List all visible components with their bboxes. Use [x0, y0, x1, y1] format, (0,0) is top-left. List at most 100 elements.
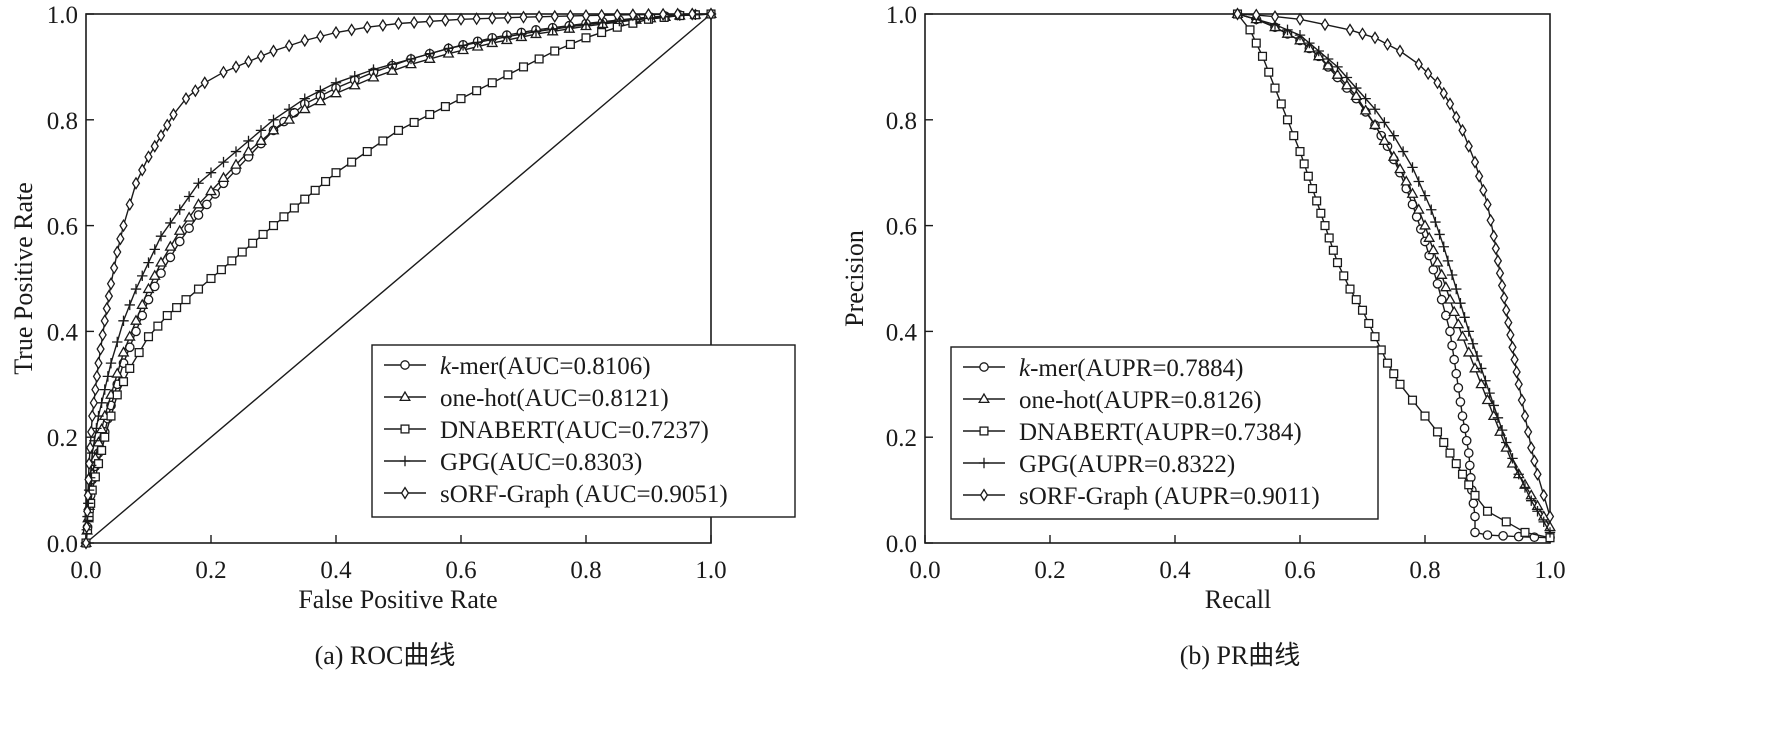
roc-data-point — [93, 459, 104, 469]
pr-data-point — [1433, 76, 1442, 90]
roc-data-point — [165, 252, 176, 263]
pr-data-point — [1295, 12, 1305, 26]
pr-legend-swatch-marker — [978, 392, 990, 404]
roc-data-point — [88, 409, 97, 423]
pr-data-point — [1451, 283, 1462, 295]
pr-data-point — [1491, 241, 1501, 256]
pr-data-point — [1369, 104, 1381, 115]
pr-data-point — [1459, 312, 1470, 323]
roc-data-point — [92, 369, 102, 383]
pr-data-point — [1506, 328, 1515, 342]
pr-x-axis-title: Recall — [1205, 585, 1271, 614]
pr-data-point — [1468, 498, 1479, 509]
pr-y-tick-label: 0.8 — [886, 108, 917, 135]
roc-data-point — [137, 270, 148, 282]
pr-legend-label: one-hot(AUPR=0.8126) — [1019, 387, 1262, 414]
pr-data-point — [1397, 146, 1409, 157]
pr-data-point — [1388, 130, 1399, 141]
roc-data-point — [84, 472, 93, 487]
roc-data-point — [117, 346, 130, 357]
roc-legend-swatch-marker — [400, 360, 410, 370]
roc-data-point — [279, 212, 289, 222]
roc-data-point — [193, 284, 204, 294]
roc-data-point — [205, 184, 217, 196]
pr-data-point — [1383, 37, 1392, 52]
roc-data-point — [387, 59, 398, 70]
pr-data-point — [1345, 23, 1355, 37]
pr-data-point — [1519, 482, 1531, 493]
pr-data-point — [1457, 469, 1468, 479]
roc-data-point — [564, 21, 575, 33]
roc-data-point — [169, 107, 178, 122]
roc-data-point — [174, 236, 185, 247]
roc-data-point — [550, 46, 560, 56]
pr-data-point — [1307, 184, 1318, 194]
pr-data-point — [1436, 294, 1447, 305]
roc-y-tick-label: 0.0 — [47, 531, 78, 558]
pr-data-point — [1451, 368, 1462, 379]
pr-data-point — [1510, 352, 1519, 367]
roc-series-square — [81, 9, 716, 548]
roc-data-point — [155, 256, 167, 267]
roc-legend: k-mer(AUC=0.8106) one-hot(AUC=0.8121) DNAB… — [371, 344, 796, 518]
pr-data-point — [1303, 171, 1313, 181]
roc-y-axis-title: True Positive Rate — [9, 182, 38, 375]
roc-data-point — [193, 178, 204, 189]
roc-data-point — [116, 232, 125, 246]
pr-data-point — [1370, 332, 1380, 342]
pr-data-point — [1432, 427, 1443, 437]
pr-data-point — [1448, 305, 1461, 317]
roc-data-point — [94, 356, 103, 370]
pr-data-point — [1430, 216, 1441, 228]
roc-data-point — [518, 62, 529, 72]
roc-data-point — [153, 321, 163, 331]
roc-data-point — [283, 104, 295, 115]
pr-data-point — [1357, 305, 1368, 315]
pr-caption: (b) PR曲线 — [1180, 641, 1301, 670]
pr-data-point — [1359, 104, 1372, 115]
roc-data-point — [131, 176, 141, 190]
pr-data-point — [1496, 424, 1508, 436]
roc-data-point — [581, 8, 591, 23]
pr-x-tick-label: 0.0 — [909, 557, 940, 584]
roc-data-point — [113, 245, 122, 259]
pr-data-point — [1304, 37, 1315, 49]
pr-data-point — [1449, 354, 1460, 365]
roc-legend-swatch-marker — [400, 486, 410, 500]
pr-data-point — [1445, 97, 1455, 111]
roc-data-point — [628, 8, 638, 22]
pr-x-tick-label: 0.6 — [1284, 557, 1315, 584]
pr-data-point — [1471, 350, 1483, 362]
pr-data-point — [1451, 459, 1461, 469]
roc-chance-diagonal — [85, 13, 712, 544]
roc-data-point — [205, 167, 217, 178]
roc-data-point — [118, 315, 129, 327]
pr-data-point — [1400, 175, 1413, 186]
roc-data-point — [488, 11, 497, 25]
pr-data-point — [1446, 269, 1458, 281]
roc-data-point — [688, 7, 697, 21]
roc-data-point — [237, 247, 247, 257]
roc-data-point — [181, 295, 191, 305]
pr-data-point — [1447, 340, 1457, 351]
pr-data-point — [1423, 66, 1433, 81]
pr-data-point — [1382, 358, 1393, 368]
pr-data-point — [1313, 45, 1324, 57]
pr-data-point — [1483, 197, 1492, 212]
roc-data-point — [100, 432, 110, 442]
pr-y-tick-label: 0.4 — [886, 319, 918, 346]
pr-data-point — [1413, 176, 1424, 187]
pr-data-point — [1270, 10, 1280, 24]
pr-data-point — [1442, 255, 1454, 267]
pr-data-point — [1320, 17, 1330, 32]
pr-data-point — [1407, 162, 1418, 173]
roc-data-point — [283, 113, 296, 124]
pr-data-point — [1492, 412, 1504, 424]
pr-data-point — [1432, 278, 1443, 289]
roc-data-point — [243, 135, 254, 147]
roc-data-point — [300, 33, 309, 48]
pr-legend-label: k-mer(AUPR=0.7884) — [1019, 355, 1244, 382]
roc-data-point — [248, 238, 258, 248]
roc-data-point — [550, 9, 559, 24]
pr-legend: k-mer(AUPR=0.7884) one-hot(AUPR=0.8126) DN… — [950, 346, 1379, 520]
